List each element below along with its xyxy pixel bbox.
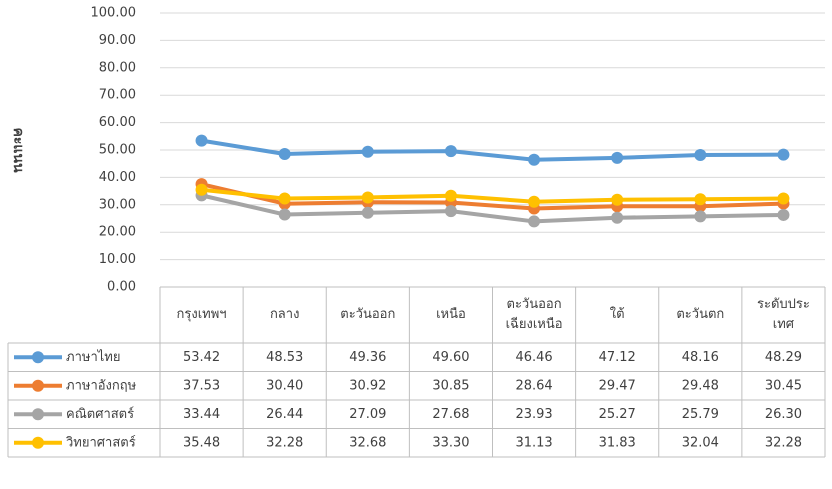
y-tick-label: 90.00: [99, 33, 136, 48]
y-tick-label: 70.00: [99, 88, 136, 103]
series-marker: [611, 193, 624, 206]
table-value: 47.12: [599, 350, 636, 365]
table-value: 31.13: [515, 435, 552, 450]
table-value: 27.68: [432, 407, 469, 422]
series-marker: [777, 208, 790, 221]
table-value: 35.48: [183, 435, 220, 450]
series-marker: [278, 192, 291, 205]
category-label: ตะวันตก: [676, 307, 725, 322]
category-label: ระดับประ เทศ: [756, 297, 810, 332]
series-marker: [444, 145, 457, 158]
legend-marker: [32, 408, 44, 421]
table-value: 28.64: [515, 378, 552, 393]
table-value: 26.30: [765, 407, 802, 422]
series-marker: [278, 208, 291, 221]
series-line: [201, 182, 784, 211]
category-label: ตะวันออก เฉียงเหนือ: [505, 297, 563, 332]
y-tick-label: 80.00: [99, 60, 136, 75]
series-marker: [528, 215, 541, 228]
table-value: 27.09: [349, 407, 386, 422]
category-label: ตะวันออก: [340, 307, 396, 322]
series-marker: [444, 189, 457, 202]
series-line: [201, 193, 784, 224]
table-value: 32.28: [765, 435, 802, 450]
series-line: [201, 187, 784, 204]
table-value: 33.44: [183, 407, 220, 422]
series-marker: [361, 191, 374, 204]
y-tick-label: 60.00: [99, 115, 136, 130]
y-tick-label: 0.00: [107, 280, 136, 295]
table-value: 30.85: [432, 378, 469, 393]
table-value: 48.29: [765, 350, 802, 365]
table-value: 32.68: [349, 435, 386, 450]
table-value: 30.40: [266, 378, 303, 393]
y-tick-label: 10.00: [99, 252, 136, 267]
table-value: 29.48: [682, 378, 719, 393]
series-marker: [195, 134, 208, 147]
table-value: 53.42: [183, 350, 220, 365]
table-value: 49.60: [432, 350, 469, 365]
table-value: 31.83: [599, 435, 636, 450]
y-tick-label: 30.00: [99, 197, 136, 212]
category-label: กลาง: [269, 307, 300, 322]
y-tick-label: 20.00: [99, 225, 136, 240]
legend-marker: [32, 379, 44, 392]
y-tick-label: 100.00: [91, 6, 137, 21]
table-value: 23.93: [515, 407, 552, 422]
legend-label: ภาษาอังกฤษ: [66, 378, 137, 393]
series-marker: [694, 193, 707, 206]
category-label: เหนือ: [436, 307, 466, 322]
series-marker: [611, 211, 624, 224]
category-label: กรุงเทพฯ: [176, 307, 227, 322]
series-marker: [528, 153, 541, 166]
series-marker: [278, 148, 291, 161]
table-value: 25.27: [599, 407, 636, 422]
table-value: 48.16: [682, 350, 719, 365]
series-marker: [777, 192, 790, 205]
series-marker: [195, 183, 208, 196]
legend-label: คณิตศาสตร์: [66, 406, 134, 422]
series-marker: [694, 210, 707, 223]
table-value: 46.46: [515, 350, 552, 365]
y-tick-label: 50.00: [99, 143, 136, 158]
table-value: 49.36: [349, 350, 386, 365]
y-tick-label: 40.00: [99, 170, 136, 185]
series-marker: [361, 145, 374, 158]
y-axis-label: คะแนน: [10, 127, 26, 172]
series-marker: [444, 205, 457, 218]
table-value: 26.44: [266, 407, 303, 422]
table-value: 29.47: [599, 378, 636, 393]
series-marker: [694, 149, 707, 162]
table-value: 37.53: [183, 378, 220, 393]
table-value: 30.92: [349, 378, 386, 393]
legend-marker: [32, 351, 44, 364]
table-value: 32.04: [682, 435, 719, 450]
table-value: 25.79: [682, 407, 719, 422]
series-marker: [777, 148, 790, 161]
legend-marker: [32, 436, 44, 449]
table-value: 33.30: [432, 435, 469, 450]
table-value: 30.45: [765, 378, 802, 393]
table-value: 32.28: [266, 435, 303, 450]
series-marker: [528, 195, 541, 208]
category-label: ใต้: [609, 307, 625, 322]
series-line: [201, 138, 784, 162]
legend-label: ภาษาไทย: [66, 349, 120, 365]
legend-label: วิทยาศาสตร์: [65, 434, 135, 450]
series-marker: [361, 206, 374, 219]
series-marker: [611, 151, 624, 164]
table-value: 48.53: [266, 350, 303, 365]
